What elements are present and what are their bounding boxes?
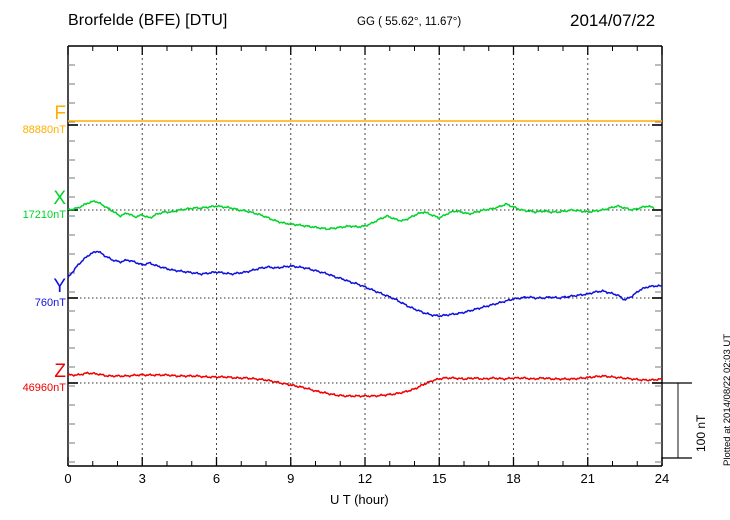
component-baseline-f: 88880nT	[22, 124, 66, 136]
component-baseline-z: 46960nT	[22, 382, 66, 394]
component-label-y: Y 760nT	[0, 277, 66, 309]
component-baseline-y: 760nT	[34, 297, 66, 309]
x-tick-label: 12	[357, 471, 373, 486]
trace-z	[67, 371, 663, 398]
component-letter-x: X	[53, 188, 66, 209]
x-tick-label: 0	[64, 471, 72, 486]
trace-y	[67, 250, 663, 318]
component-label-x: X 17210nT	[0, 189, 66, 221]
x-tick-label: 24	[654, 471, 670, 486]
station-title: Brorfelde (BFE) [DTU]	[68, 12, 228, 29]
x-tick-label: 21	[580, 471, 595, 486]
x-axis-title: U T (hour)	[330, 492, 389, 507]
x-tick-label: 15	[432, 471, 447, 486]
component-baseline-x: 17210nT	[22, 209, 66, 221]
trace-x	[67, 200, 655, 231]
component-letter-y: Y	[53, 276, 66, 297]
component-label-f: F 88880nT	[0, 104, 66, 136]
x-tick-label: 9	[287, 471, 295, 486]
component-letter-z: Z	[54, 361, 66, 382]
geographic-coordinates: GG ( 55.62°, 11.67°)	[357, 16, 462, 28]
observation-date: 2014/07/22	[570, 11, 656, 30]
scale-bar-caption: 100 nT	[694, 414, 708, 452]
x-tick-label: 6	[212, 471, 221, 486]
x-tick-label: 3	[138, 471, 146, 486]
component-label-z: Z 46960nT	[0, 362, 66, 394]
plotted-timestamp: Plotted at 2014/08/22 02:03 UT	[722, 333, 730, 466]
x-tick-label: 18	[506, 471, 521, 486]
component-letter-f: F	[54, 103, 66, 124]
